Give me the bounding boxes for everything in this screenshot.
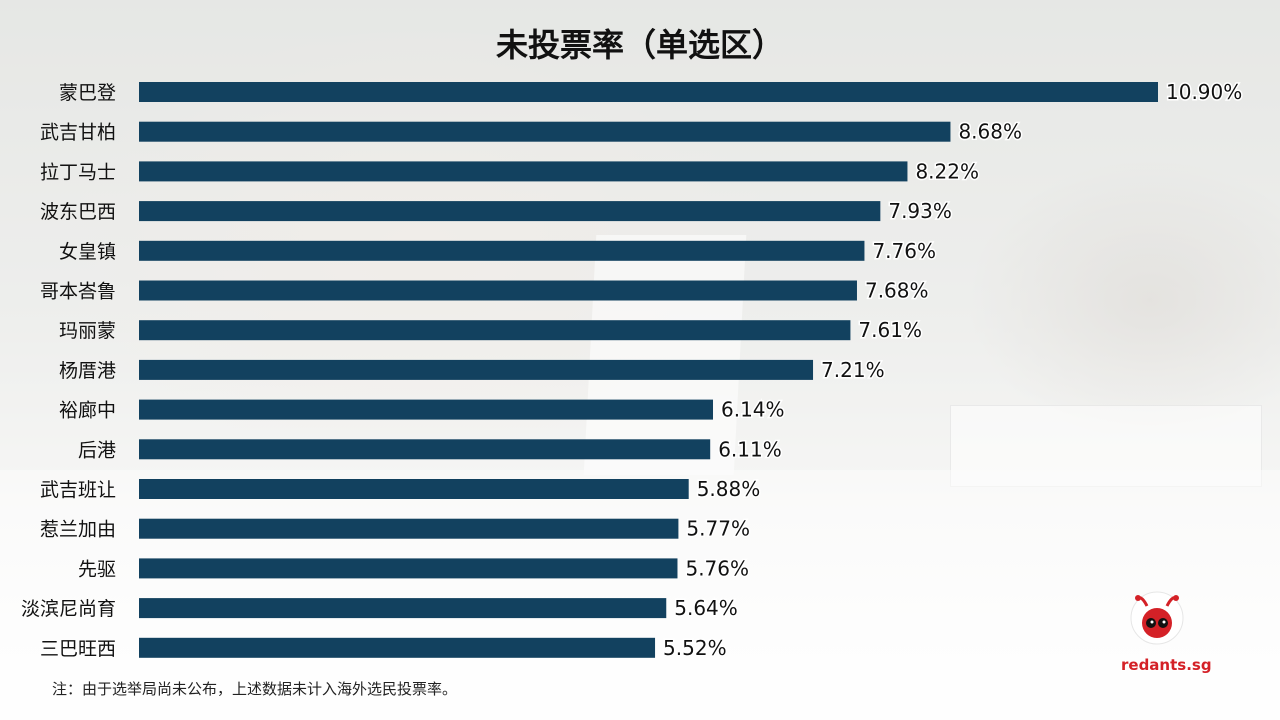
category-label: 淡滨尼尚育 [21,598,116,620]
category-label: 蒙巴登 [59,82,116,104]
bar [139,637,656,658]
brand-logo-text: redants.sg [1121,656,1212,674]
bar [139,558,678,579]
data-label: 6.11% [718,437,782,461]
bar [139,320,851,341]
data-label: 5.64% [674,596,738,620]
data-label: 5.88% [697,477,761,501]
data-label: 5.52% [663,636,727,660]
data-label: 7.76% [872,239,936,263]
category-label: 拉丁马士 [40,161,116,183]
bar [139,82,1158,102]
chart-title: 未投票率（单选区） [495,26,784,64]
data-label: 7.21% [821,358,885,382]
data-label: 7.61% [858,318,922,342]
red-ant-icon [1130,591,1184,645]
bar [139,598,667,619]
category-label: 后港 [78,439,116,461]
category-label: 武吉甘柏 [40,122,116,144]
data-label: 7.68% [865,279,929,303]
data-label: 6.14% [721,398,785,422]
data-label: 7.93% [888,199,952,223]
bar [139,479,689,499]
bar [139,201,881,222]
bar [139,240,865,261]
data-label: 8.68% [958,120,1022,144]
category-label: 哥本峇鲁 [40,281,116,303]
category-label: 玛丽蒙 [59,320,116,342]
data-label: 5.76% [685,556,749,580]
bar [139,161,908,182]
category-label: 波东巴西 [40,201,116,223]
category-label: 武吉班让 [40,479,116,501]
data-label: 5.77% [686,517,750,541]
bar [139,439,711,460]
bar [139,280,857,301]
category-label: 裕廊中 [59,400,116,422]
footnote: 注：由于选举局尚未公布，上述数据未计入海外选民投票率。 [52,680,458,698]
bar [139,121,951,142]
category-label: 惹兰加由 [40,519,116,541]
category-label: 杨厝港 [59,360,116,382]
ballot-box-shape [0,470,1280,720]
category-label: 女皇镇 [59,241,116,263]
bar [139,518,679,539]
data-label: 10.90% [1166,80,1242,104]
bar [139,359,814,380]
category-label: 三巴旺西 [40,638,116,660]
category-label: 先驱 [78,558,116,580]
bar [139,399,714,420]
data-label: 8.22% [915,159,979,183]
